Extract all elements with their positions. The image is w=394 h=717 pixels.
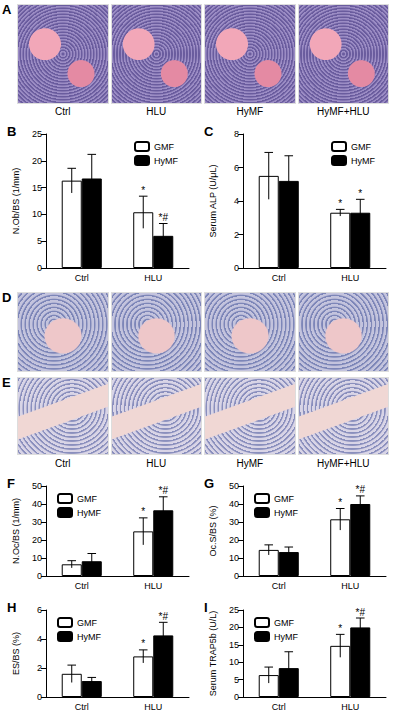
svg-text:HLU: HLU [341, 273, 359, 283]
svg-text:Serum ALP (U/μL): Serum ALP (U/μL) [208, 164, 218, 237]
svg-text:2: 2 [37, 663, 42, 673]
svg-text:GMF: GMF [77, 494, 97, 504]
svg-text:Ctrl: Ctrl [272, 581, 286, 591]
svg-text:Ctrl: Ctrl [272, 273, 286, 283]
svg-text:B: B [7, 124, 16, 139]
svg-text:HyMF: HyMF [274, 632, 298, 642]
svg-text:30: 30 [229, 517, 239, 527]
svg-text:HyMF: HyMF [77, 508, 101, 518]
html-text:HyMF+HLU: HyMF+HLU [317, 106, 370, 117]
svg-text:4: 4 [234, 196, 239, 206]
svg-text:H: H [7, 600, 16, 615]
svg-text:50: 50 [229, 481, 239, 491]
svg-text:HyMF: HyMF [351, 156, 375, 166]
html-text:HLU: HLU [146, 458, 167, 469]
svg-text:C: C [204, 124, 214, 139]
svg-text:40: 40 [229, 499, 239, 509]
html-text:HLU: HLU [146, 106, 167, 117]
svg-text:20: 20 [32, 535, 42, 545]
svg-text:*#: *# [356, 607, 366, 618]
html-text:A: A [2, 2, 12, 17]
svg-text:G: G [204, 476, 214, 491]
svg-text:*: * [141, 185, 145, 196]
svg-text:HLU: HLU [144, 702, 162, 712]
svg-text:F: F [7, 476, 15, 491]
svg-text:*: * [338, 497, 342, 508]
html-text:HyMF+HLU: HyMF+HLU [317, 458, 370, 469]
svg-text:10: 10 [229, 657, 239, 667]
svg-text:50: 50 [32, 481, 42, 491]
html-text:D: D [2, 290, 12, 305]
svg-text:Ctrl: Ctrl [75, 273, 89, 283]
svg-text:*#: *# [159, 611, 169, 622]
svg-text:40: 40 [32, 499, 42, 509]
svg-text:0: 0 [37, 263, 42, 273]
svg-text:25: 25 [32, 129, 42, 139]
html-text:HyMF: HyMF [236, 106, 264, 117]
svg-text:HLU: HLU [341, 581, 359, 591]
html-text:E: E [2, 375, 11, 390]
svg-text:20: 20 [32, 156, 42, 166]
svg-text:10: 10 [32, 553, 42, 563]
svg-text:15: 15 [32, 183, 42, 193]
svg-text:4: 4 [37, 634, 42, 644]
svg-text:10: 10 [32, 209, 42, 219]
html-text:Ctrl: Ctrl [55, 106, 71, 117]
html-text:HyMF: HyMF [236, 458, 264, 469]
svg-text:5: 5 [234, 675, 239, 685]
svg-text:8: 8 [234, 129, 239, 139]
svg-text:HLU: HLU [341, 702, 359, 712]
svg-text:*: * [338, 198, 342, 209]
svg-text:10: 10 [229, 553, 239, 563]
svg-text:0: 0 [37, 571, 42, 581]
svg-text:GMF: GMF [351, 142, 371, 152]
svg-text:0: 0 [234, 692, 239, 702]
svg-text:0: 0 [37, 692, 42, 702]
svg-text:*: * [358, 188, 362, 199]
svg-text:Ctrl: Ctrl [272, 702, 286, 712]
svg-text:6: 6 [37, 605, 42, 615]
svg-text:25: 25 [229, 605, 239, 615]
svg-text:HyMF: HyMF [77, 632, 101, 642]
svg-text:HyMF: HyMF [154, 156, 178, 166]
svg-text:*: * [338, 623, 342, 634]
svg-text:GMF: GMF [274, 618, 294, 628]
svg-text:0: 0 [234, 571, 239, 581]
svg-text:HyMF: HyMF [274, 508, 298, 518]
html-text:Ctrl: Ctrl [55, 458, 71, 469]
svg-text:15: 15 [229, 640, 239, 650]
svg-text:Oc.S/BS (%): Oc.S/BS (%) [208, 505, 218, 556]
svg-text:*#: *# [356, 484, 366, 495]
svg-text:30: 30 [32, 517, 42, 527]
svg-text:*: * [141, 638, 145, 649]
svg-text:6: 6 [234, 163, 239, 173]
svg-text:20: 20 [229, 622, 239, 632]
svg-text:Ctrl: Ctrl [75, 581, 89, 591]
svg-text:N.Oc/BS (1/mm): N.Oc/BS (1/mm) [11, 498, 21, 564]
svg-text:GMF: GMF [274, 494, 294, 504]
svg-text:GMF: GMF [77, 618, 97, 628]
svg-text:N.Ob/BS (1/mm): N.Ob/BS (1/mm) [11, 168, 21, 235]
svg-text:Serum TRAP5b (U/L): Serum TRAP5b (U/L) [208, 611, 218, 696]
svg-text:ES/BS (%): ES/BS (%) [11, 632, 21, 675]
svg-text:HLU: HLU [144, 273, 162, 283]
svg-text:20: 20 [229, 535, 239, 545]
svg-text:*#: *# [159, 212, 169, 223]
svg-text:*#: *# [159, 485, 169, 496]
svg-text:2: 2 [234, 230, 239, 240]
svg-text:*: * [141, 506, 145, 517]
svg-text:GMF: GMF [154, 142, 174, 152]
svg-text:HLU: HLU [144, 581, 162, 591]
svg-text:5: 5 [37, 236, 42, 246]
svg-text:I: I [204, 600, 208, 615]
svg-text:Ctrl: Ctrl [75, 702, 89, 712]
svg-text:0: 0 [234, 263, 239, 273]
